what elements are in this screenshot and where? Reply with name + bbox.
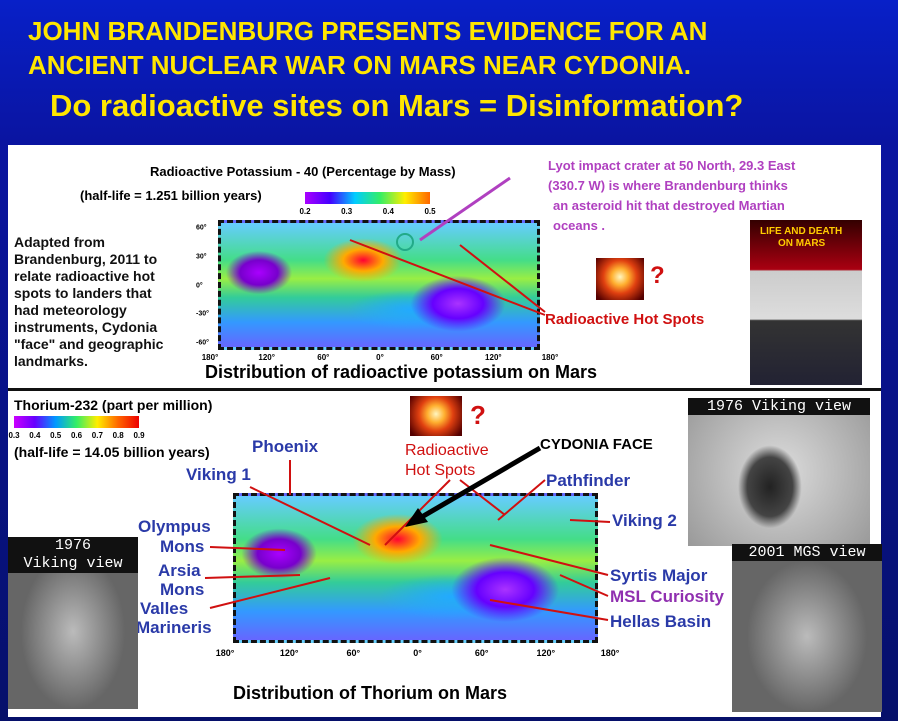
axis-label: 180° (601, 648, 620, 658)
map-title: Radioactive Potassium - 40 (Percentage b… (150, 164, 456, 179)
viking-photo: 1976 Viking view (688, 398, 870, 546)
site-label: Phoenix (252, 437, 318, 457)
axis-label: 0.5 (50, 431, 61, 440)
half-life: (half-life = 14.05 billion years) (14, 444, 210, 460)
map-title: Thorium-232 (part per million) (14, 397, 212, 413)
axis-label: 120° (258, 353, 275, 362)
text-line: relate radioactive hot (14, 268, 155, 284)
axis-label: 120° (280, 648, 299, 658)
axis-label: 180° (542, 353, 559, 362)
text-line: instruments, Cydonia (14, 319, 157, 335)
lat-labels: 60°30°0°-30°-60° (196, 228, 216, 343)
site-label: Viking 1 (186, 465, 251, 485)
caption: Distribution of Thorium on Mars (233, 683, 507, 704)
mgs-photo: 2001 MGS view (732, 544, 882, 712)
mushroom-cloud (596, 258, 644, 300)
question-mark: ? (470, 400, 486, 431)
site-label: Arsia (158, 561, 201, 581)
site-label: Mons (160, 537, 204, 557)
photo-label: 2001 MGS view (732, 544, 882, 561)
title-line: ANCIENT NUCLEAR WAR ON MARS NEAR CYDONIA… (28, 50, 691, 81)
site-label: Valles (140, 599, 188, 619)
site-label: MSL Curiosity (610, 587, 724, 607)
colorbar (305, 192, 430, 204)
site-label: Pathfinder (546, 471, 630, 491)
site-label: Marineris (136, 618, 212, 638)
axis-label: 180° (216, 648, 235, 658)
site-label: Hellas Basin (610, 612, 711, 632)
text-line: spots to landers that (14, 285, 152, 301)
half-life: (half-life = 1.251 billion years) (80, 188, 262, 203)
slide: JOHN BRANDENBURG PRESENTS EVIDENCE FOR A… (0, 0, 898, 721)
photo-label-line: Viking view (8, 555, 138, 573)
text-line: "face" and geographic (14, 336, 163, 352)
title-line: JOHN BRANDENBURG PRESENTS EVIDENCE FOR A… (28, 16, 707, 47)
text-line: Brandenburg, 2011 to (14, 251, 157, 267)
site-label: Syrtis Major (610, 566, 707, 586)
hot-spots-label: Radioactive (405, 442, 489, 460)
axis-label: 0° (376, 353, 384, 362)
hot-spots-label: Radioactive Hot Spots (545, 311, 704, 328)
photo-label-line: 1976 (8, 537, 138, 555)
book-title: LIFE AND DEATH (760, 226, 842, 237)
subtitle: Do radioactive sites on Mars = Disinform… (50, 88, 743, 124)
cydonia-label: CYDONIA FACE (540, 436, 653, 453)
text-line: Lyot impact crater at 50 North, 29.3 Eas… (548, 158, 795, 173)
site-label: Olympus (138, 517, 211, 537)
site-label: Mons (160, 580, 204, 600)
axis-label: 0.4 (383, 207, 394, 216)
lon-labels: 180°120°60°0°60°120°180° (225, 648, 610, 658)
mushroom-cloud (410, 396, 462, 436)
axis-label: 0° (413, 648, 422, 658)
axis-label: 0.3 (8, 431, 19, 440)
photo-label: 1976 Viking view (688, 398, 870, 415)
colorbar (14, 416, 139, 428)
axis-label: 120° (537, 648, 556, 658)
axis-label: 60° (317, 353, 329, 362)
axis-label: 0.5 (424, 207, 435, 216)
potassium-map (218, 220, 540, 350)
axis-label: 120° (485, 353, 502, 362)
text-line: oceans . (553, 218, 605, 233)
axis-label: 0.2 (299, 207, 310, 216)
text-line: Adapted from (14, 234, 105, 250)
axis-label: 0.8 (113, 431, 124, 440)
question-mark: ? (650, 262, 665, 290)
text-line: had meteorology (14, 302, 127, 318)
hot-spots-label: Hot Spots (405, 462, 475, 480)
axis-label: 0° (196, 282, 203, 289)
axis-label: -60° (196, 340, 209, 347)
axis-label: 0.7 (92, 431, 103, 440)
axis-label: 60° (347, 648, 361, 658)
axis-label: 0.9 (133, 431, 144, 440)
axis-label: 0.6 (71, 431, 82, 440)
book-title: ON MARS (778, 238, 825, 249)
text-line: (330.7 W) is where Brandenburg thinks (548, 178, 788, 193)
caption: Distribution of radioactive potassium on… (205, 362, 597, 383)
axis-label: 30° (196, 253, 207, 260)
axis-label: 0.3 (341, 207, 352, 216)
text-line: landmarks. (14, 353, 88, 369)
axis-label: 60° (475, 648, 489, 658)
thorium-map (233, 493, 598, 643)
divider (8, 388, 881, 391)
axis-label: 60° (196, 225, 207, 232)
site-label: Viking 2 (612, 511, 677, 531)
axis-label: 0.4 (29, 431, 40, 440)
axis-label: -30° (196, 311, 209, 318)
text-line: an asteroid hit that destroyed Martian (553, 198, 785, 213)
axis-label: 180° (202, 353, 219, 362)
axis-label: 60° (431, 353, 443, 362)
